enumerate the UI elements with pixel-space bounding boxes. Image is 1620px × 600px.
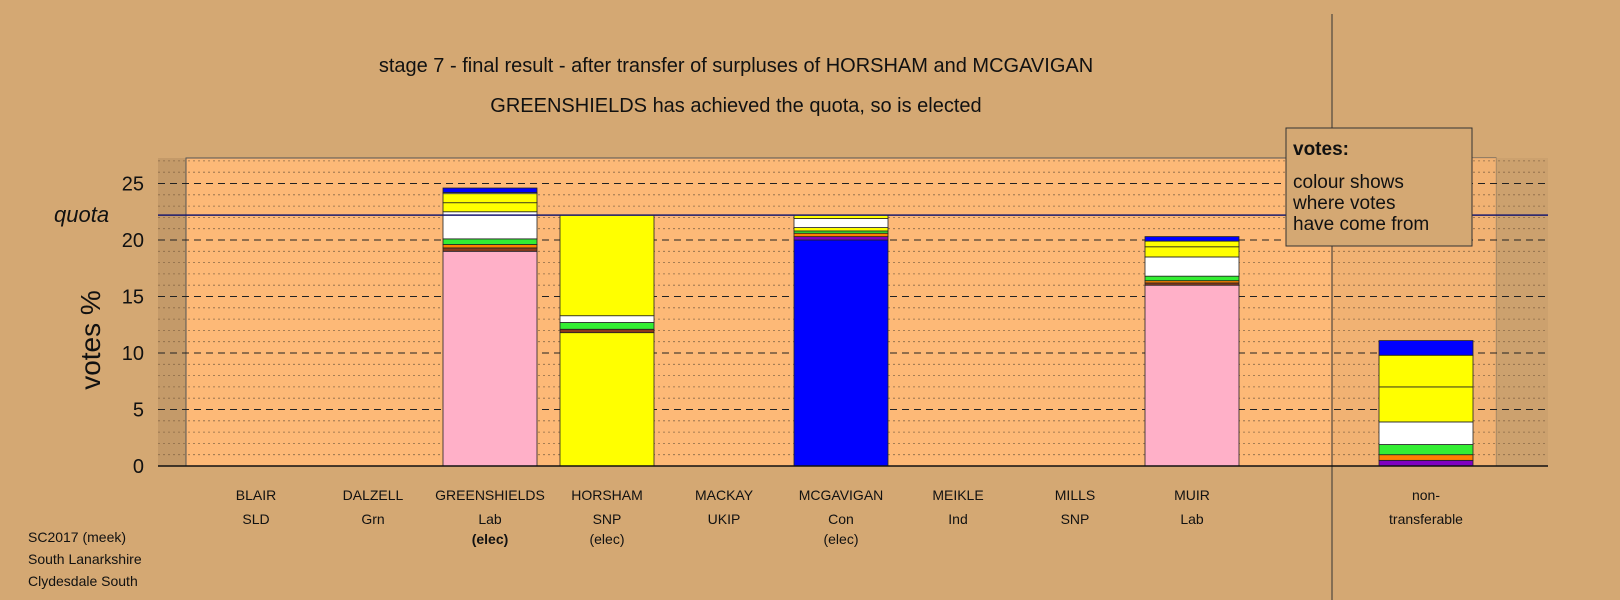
bar-nontransferable-segment-sld — [1378, 421, 1474, 445]
bar-horsham-segment-sld — [559, 315, 655, 323]
candidate-name: MCGAVIGAN — [799, 487, 884, 503]
y-tick-label: 15 — [122, 287, 144, 309]
bar-nontransferable-segment-snp — [1378, 354, 1474, 388]
bar-mcgavigan-segment-ind — [793, 232, 889, 238]
legend-box — [1285, 127, 1473, 247]
bar-greenshields-segment-grn — [442, 238, 538, 245]
bar-greenshields-segment-other — [442, 247, 538, 252]
chart-subtitle: GREENSHIELDS has achieved the quota, so … — [490, 95, 981, 117]
bar-horsham-segment-snp — [559, 332, 655, 467]
footer-ward: Clydesdale South — [28, 573, 138, 589]
bar-nontransferable-segment-ukip — [1378, 459, 1474, 467]
candidate-party: Con — [828, 511, 854, 527]
candidate-name: MACKAY — [695, 487, 754, 503]
candidate-name: BLAIR — [236, 487, 276, 503]
candidate-party: Ind — [948, 511, 967, 527]
bar-horsham-segment-grn — [559, 322, 655, 330]
bar-greenshields-segment-ind — [442, 244, 538, 249]
candidate-name: HORSHAM — [571, 487, 643, 503]
footer-election: SC2017 (meek) — [28, 529, 127, 545]
candidate-name: DALZELL — [343, 487, 404, 503]
candidate-status: (elec) — [823, 531, 858, 547]
bar-mcgavigan-segment-snp — [793, 227, 889, 232]
candidate-status: (elec) — [472, 531, 509, 547]
legend-text: have come from — [1293, 214, 1429, 235]
candidate-party: SLD — [242, 511, 269, 527]
bar-nontransferable-segment-grn — [1378, 444, 1474, 456]
nontransferable-label: non- — [1412, 487, 1440, 503]
bar-mcgavigan-segment-ukip — [793, 236, 889, 241]
candidate-name: MUIR — [1174, 487, 1210, 503]
y-tick-label: 25 — [122, 174, 144, 196]
bar-muir-segment-lab — [1144, 284, 1240, 467]
bar-greenshields-segment-snp — [442, 193, 538, 204]
candidate-party: UKIP — [708, 511, 741, 527]
bar-greenshields-segment-con — [442, 187, 538, 193]
bar-greenshields-segment-lab — [442, 250, 538, 467]
candidate-name: MEIKLE — [932, 487, 983, 503]
bar-nontransferable-segment-ind — [1378, 454, 1474, 461]
candidate-party: Grn — [361, 511, 384, 527]
bar-muir-segment-sld — [1144, 256, 1240, 277]
y-tick-label: 10 — [122, 343, 144, 365]
candidate-status: (elec) — [589, 531, 624, 547]
quota-label: quota — [54, 202, 109, 227]
legend-text: where votes — [1292, 193, 1395, 214]
y-tick-label: 20 — [122, 230, 144, 252]
bar-greenshields-segment-snp — [442, 202, 538, 213]
candidate-party: SNP — [593, 511, 622, 527]
y-axis-label: votes % — [75, 290, 106, 390]
bar-horsham-segment-snp — [559, 214, 655, 317]
footer-council: South Lanarkshire — [28, 551, 142, 567]
candidate-party: Lab — [1180, 511, 1204, 527]
candidate-party: SNP — [1061, 511, 1090, 527]
bar-nontransferable-segment-con — [1378, 340, 1474, 356]
y-tick-label: 0 — [133, 456, 144, 478]
bar-mcgavigan-segment-con — [793, 239, 889, 467]
candidate-name: MILLS — [1055, 487, 1095, 503]
legend-text: colour shows — [1293, 172, 1404, 193]
bar-muir-segment-con — [1144, 236, 1240, 242]
bar-mcgavigan-segment-sld — [793, 218, 889, 228]
bar-horsham-segment-other — [559, 328, 655, 334]
chart-title: stage 7 - final result - after transfer … — [379, 55, 1093, 77]
footer: SC2017 (meek) South Lanarkshire Clydesda… — [28, 526, 142, 592]
bar-nontransferable-segment-snp — [1378, 386, 1474, 423]
candidate-name: GREENSHIELDS — [435, 487, 545, 503]
candidate-party: Lab — [478, 511, 502, 527]
legend-title: votes: — [1293, 139, 1349, 160]
bar-muir-segment-snp — [1144, 240, 1240, 248]
bar-muir-segment-snp — [1144, 246, 1240, 258]
bar-muir-segment-grn — [1144, 275, 1240, 282]
nontransferable-label: transferable — [1389, 511, 1463, 527]
y-tick-label: 5 — [133, 400, 144, 422]
bar-greenshields-segment-sld — [442, 211, 538, 240]
